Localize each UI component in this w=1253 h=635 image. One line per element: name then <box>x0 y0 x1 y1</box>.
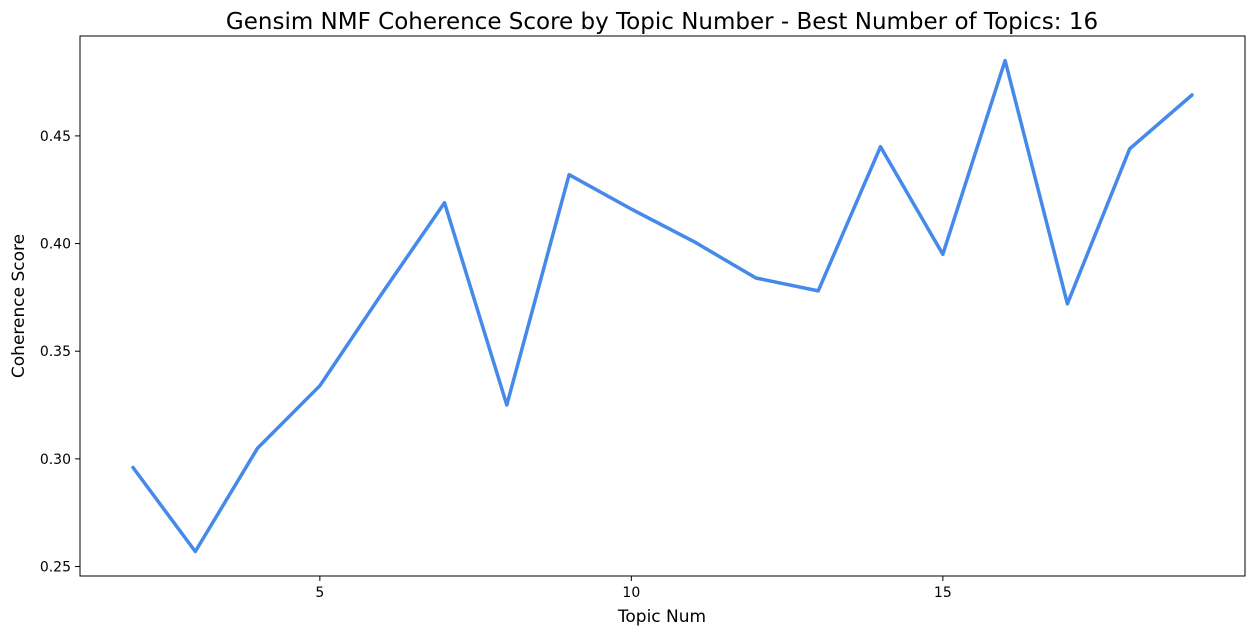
plot-frame <box>79 35 1246 577</box>
y-tick-label: 0.35 <box>40 344 71 360</box>
x-tick-label: 10 <box>622 585 640 601</box>
x-tick-label: 15 <box>934 585 952 601</box>
x-tick-label: 5 <box>315 585 324 601</box>
x-axis: 5 10 15 <box>315 576 952 601</box>
y-tick-label: 0.40 <box>40 237 71 253</box>
plot-area: 5 10 15 0.25 0.30 0.35 0.40 0.45 <box>40 35 1246 601</box>
x-axis-label: Topic Num <box>617 607 706 627</box>
chart-title: Gensim NMF Coherence Score by Topic Numb… <box>226 9 1098 35</box>
series-line <box>131 58 1194 554</box>
y-tick-label: 0.25 <box>40 560 71 576</box>
y-axis-label: Coherence Score <box>9 234 29 378</box>
y-tick-label: 0.45 <box>40 129 71 145</box>
series-group <box>131 58 1194 554</box>
y-axis: 0.25 0.30 0.35 0.40 0.45 <box>40 129 80 576</box>
y-tick-label: 0.30 <box>40 452 71 468</box>
